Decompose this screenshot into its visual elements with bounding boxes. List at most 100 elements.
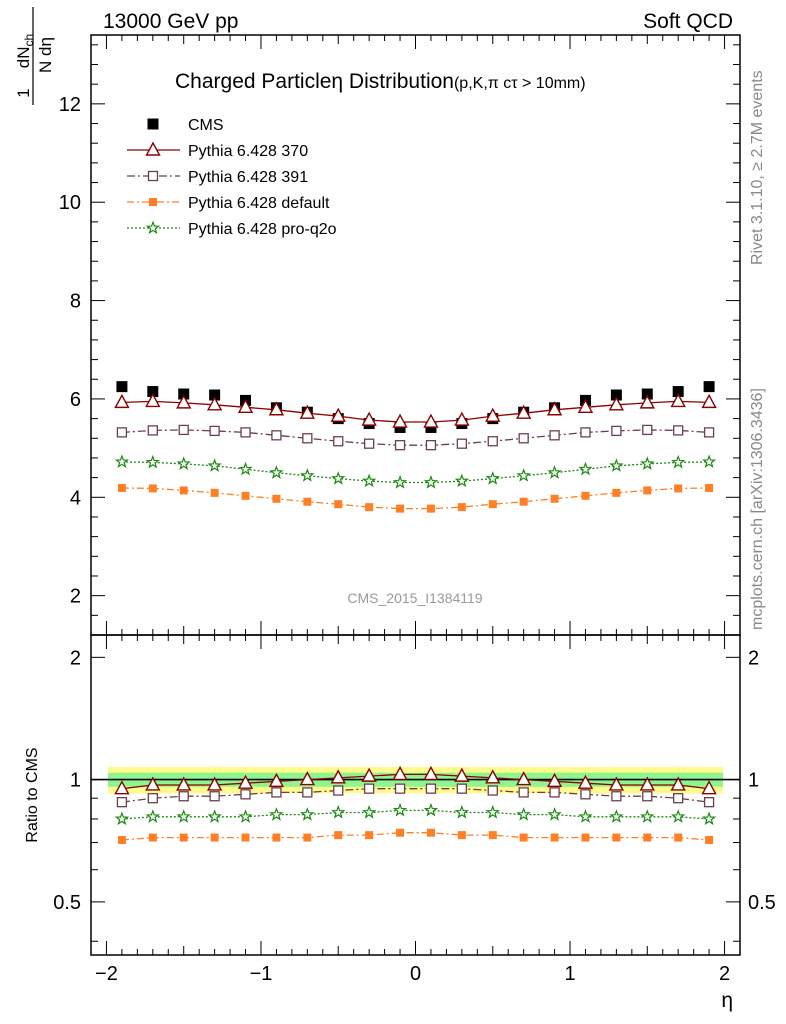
- ratio-point: [176, 776, 192, 791]
- ratio-series-0: [114, 765, 717, 795]
- ratio-point: [238, 809, 253, 823]
- x-axis-title: η: [721, 989, 733, 1012]
- xtick-label: −2: [95, 963, 118, 985]
- ratio-series-2: [117, 828, 714, 845]
- main-point: [611, 425, 622, 437]
- main-ytick-label: 4: [70, 487, 81, 509]
- ratio-point: [334, 831, 343, 840]
- ratio-point: [302, 787, 313, 798]
- main-point: [179, 486, 188, 495]
- ratio-point: [643, 833, 652, 842]
- main-point: [396, 504, 405, 513]
- ratio-point: [392, 765, 408, 781]
- ratio-point: [454, 804, 470, 819]
- ratio-point: [116, 797, 128, 808]
- ratio-point: [519, 833, 528, 842]
- legend-entry: Pythia 6.428 default: [127, 195, 330, 212]
- legend-entry: Pythia 6.428 391: [127, 169, 308, 186]
- main-series-2: [116, 424, 715, 451]
- main-point: [238, 461, 253, 476]
- ratio-point: [178, 791, 189, 802]
- main-point: [701, 393, 717, 409]
- main-point: [394, 440, 406, 451]
- main-point: [237, 398, 254, 413]
- ratio-point: [703, 797, 715, 808]
- title-sub: (p,K,π cτ > 10mm): [454, 75, 586, 92]
- main-point: [303, 497, 312, 506]
- ratio-point: [147, 793, 158, 804]
- ratio-point: [114, 780, 130, 795]
- main-ytick-label: 12: [59, 94, 81, 116]
- main-point: [518, 433, 529, 444]
- title-main: Charged Particleη Distribution: [175, 70, 454, 93]
- main-point: [609, 458, 624, 472]
- main-point: [299, 404, 316, 419]
- main-point: [271, 430, 282, 441]
- y-axis-title: 1 dNch N dη: [14, 7, 55, 105]
- main-point: [550, 494, 559, 503]
- main-point: [114, 393, 130, 409]
- mcplots-label: mcplots.cern.ch [arXiv:1306.3436]: [749, 388, 766, 630]
- ratio-ytick-label-right: 0.5: [748, 892, 776, 914]
- main-series-4: [114, 454, 717, 489]
- ratio-point: [456, 783, 468, 794]
- ratio-ytick-label-right: 2: [748, 647, 759, 669]
- main-point: [549, 430, 560, 441]
- main-point: [145, 392, 161, 408]
- main-point: [334, 500, 343, 509]
- main-point: [674, 484, 683, 493]
- ratio-point: [701, 811, 717, 826]
- ratio-point: [425, 783, 437, 794]
- main-point: [516, 468, 531, 482]
- svg-text:Charged Particleη Distribution: Charged Particleη Distribution(p,K,π cτ …: [175, 70, 586, 93]
- ratio-point: [237, 774, 254, 789]
- main-point: [147, 425, 158, 436]
- ratio-point: [394, 783, 406, 794]
- ratio-point: [423, 765, 439, 781]
- main-point: [426, 504, 435, 513]
- ratio-point: [269, 807, 284, 821]
- ratio-point: [578, 809, 593, 823]
- legend-marker: [145, 141, 161, 156]
- ratio-point: [331, 804, 346, 819]
- ratio-point: [609, 809, 624, 823]
- ratio-point: [426, 828, 435, 837]
- ratio-plot: 0.5 0.5 1 1 2 2 −2 −1 0 1 2 Ratio to CMS η: [24, 634, 776, 1012]
- main-point: [703, 427, 715, 438]
- ratio-series: [114, 765, 717, 845]
- legend-marker: [145, 220, 161, 235]
- ratio-point: [210, 833, 219, 842]
- ratio-point: [300, 807, 315, 821]
- main-point: [176, 456, 191, 470]
- ratio-ylabel: Ratio to CMS: [24, 747, 41, 842]
- main-point: [392, 474, 408, 489]
- legend-entry: CMS: [147, 117, 224, 134]
- ratio-point: [515, 771, 532, 786]
- legend: CMS Pythia 6.428 370 Pythia 6.428 391 Pythi…: [127, 117, 337, 238]
- main-point: [176, 394, 192, 409]
- main-series-3: [117, 483, 714, 513]
- ratio-point: [705, 836, 714, 845]
- ratio-point: [670, 776, 686, 791]
- ylabel-frac: 1: [14, 88, 33, 97]
- main-point: [577, 398, 594, 413]
- main-point: [333, 436, 344, 447]
- ratio-axes: 0.5 0.5 1 1 2 2 −2 −1 0 1 2: [53, 634, 776, 985]
- ratio-point: [114, 811, 130, 826]
- main-point: [269, 465, 284, 479]
- legend-marker: [147, 170, 159, 182]
- ratio-point: [640, 809, 655, 823]
- main-point: [331, 471, 346, 485]
- ratio-point: [333, 785, 344, 796]
- main-point: [580, 427, 591, 438]
- main-point: [302, 433, 313, 444]
- main-point: [454, 411, 470, 426]
- ratio-point: [361, 804, 377, 819]
- main-point: [240, 427, 251, 438]
- main-point: [114, 454, 130, 468]
- main-point: [178, 424, 189, 436]
- main-ytick-label: 6: [70, 389, 81, 411]
- main-point: [578, 461, 593, 476]
- ratio-point: [240, 789, 251, 800]
